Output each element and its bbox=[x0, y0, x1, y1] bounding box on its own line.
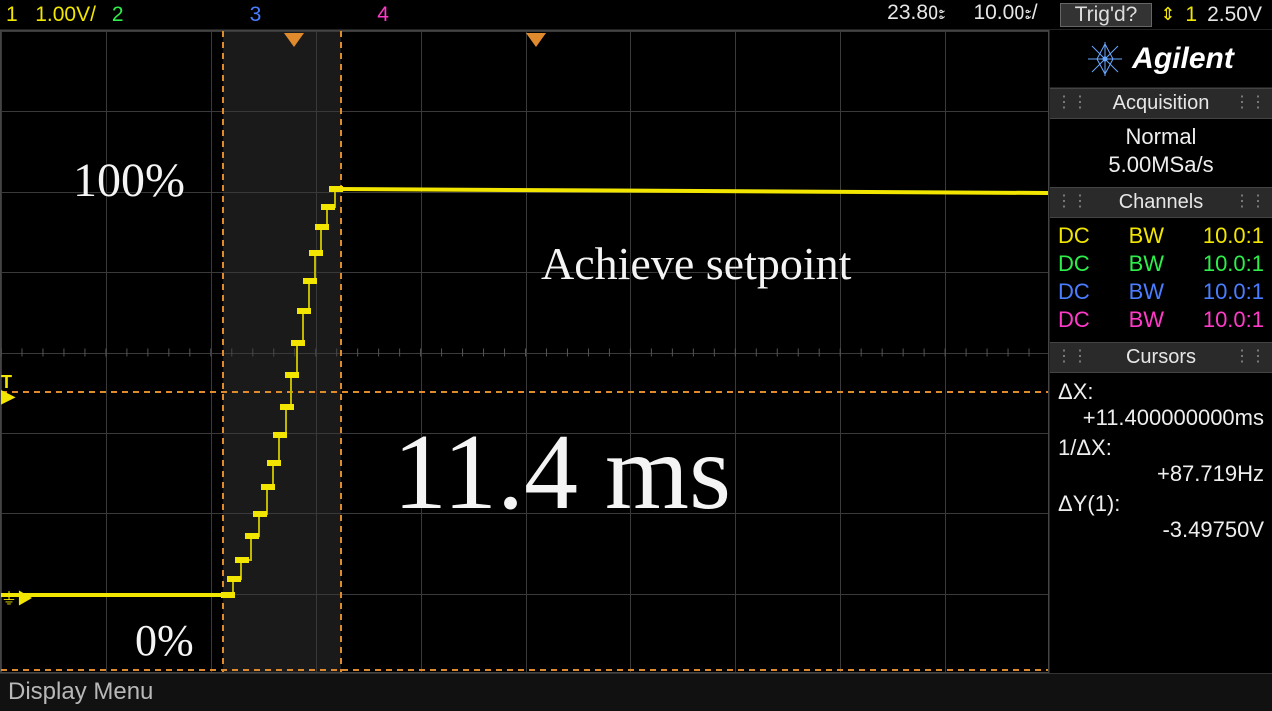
main-area: 100% 0% 11.4 ms Achieve setpoint T▶ ⏚▶ A… bbox=[0, 30, 1272, 673]
channel-row-1: DCBW10.0:1 bbox=[1058, 222, 1264, 250]
bottom-menu-label: Display Menu bbox=[8, 678, 153, 705]
label-0-percent: 0% bbox=[135, 615, 194, 666]
side-panel: Agilent Acquisition Normal 5.00MSa/s Cha… bbox=[1049, 30, 1272, 673]
trigger-level: 2.50V bbox=[1207, 3, 1262, 27]
trigger-level-marker: T▶ bbox=[1, 375, 15, 403]
brand-name: Agilent bbox=[1132, 42, 1234, 76]
brand-starburst-icon bbox=[1088, 42, 1122, 76]
ch3-indicator: 3 bbox=[250, 3, 262, 27]
acquisition-body: Normal 5.00MSa/s bbox=[1050, 119, 1272, 187]
channel-row-3: DCBW10.0:1 bbox=[1058, 278, 1264, 306]
ch2-indicator: 2 bbox=[112, 3, 124, 27]
label-achieve-setpoint: Achieve setpoint bbox=[541, 237, 851, 290]
trigger-channel: 1 bbox=[1185, 3, 1197, 27]
bottom-menu-bar[interactable]: Display Menu bbox=[0, 673, 1272, 711]
cursor-readout-0: ΔX:+11.400000000ms bbox=[1058, 377, 1264, 433]
brand-header: Agilent bbox=[1050, 30, 1272, 88]
acquisition-mode: Normal bbox=[1058, 123, 1264, 151]
trigger-status-box[interactable]: Trig'd? bbox=[1060, 3, 1153, 27]
label-100-percent: 100% bbox=[73, 153, 185, 208]
label-delta-time: 11.4 ms bbox=[393, 411, 731, 535]
cursors-header[interactable]: Cursors bbox=[1050, 342, 1272, 373]
waveform-display[interactable]: 100% 0% 11.4 ms Achieve setpoint T▶ ⏚▶ bbox=[0, 30, 1049, 673]
channel-row-2: DCBW10.0:1 bbox=[1058, 250, 1264, 278]
channels-body: DCBW10.0:1DCBW10.0:1DCBW10.0:1DCBW10.0:1 bbox=[1050, 218, 1272, 342]
cursors-body: ΔX:+11.400000000ms1/ΔX:+87.719HzΔY(1):-3… bbox=[1050, 373, 1272, 553]
acquisition-rate: 5.00MSa/s bbox=[1058, 151, 1264, 179]
ch1-indicator: 1 1.00V/ bbox=[6, 3, 96, 27]
channel-row-4: DCBW10.0:1 bbox=[1058, 306, 1264, 334]
time-per-div: 10.00ႊ/ bbox=[973, 0, 1037, 30]
acquisition-header[interactable]: Acquisition bbox=[1050, 88, 1272, 119]
time-offset: 23.80ႊ bbox=[887, 0, 945, 30]
cursor-readout-2: ΔY(1):-3.49750V bbox=[1058, 489, 1264, 545]
waveform-svg bbox=[1, 31, 1049, 673]
ch1-num: 1 bbox=[6, 3, 18, 26]
channels-header[interactable]: Channels bbox=[1050, 187, 1272, 218]
ch4-indicator: 4 bbox=[377, 3, 389, 27]
ground-marker: ⏚▶ bbox=[1, 585, 33, 609]
top-status-bar: 1 1.00V/ 2 3 4 23.80ႊ 10.00ႊ/ Trig'd? ⇕ … bbox=[0, 0, 1272, 30]
trigger-edge-icon: ⇕ bbox=[1160, 4, 1175, 25]
ch1-vdiv: 1.00V/ bbox=[35, 3, 96, 26]
cursor-readout-1: 1/ΔX:+87.719Hz bbox=[1058, 433, 1264, 489]
